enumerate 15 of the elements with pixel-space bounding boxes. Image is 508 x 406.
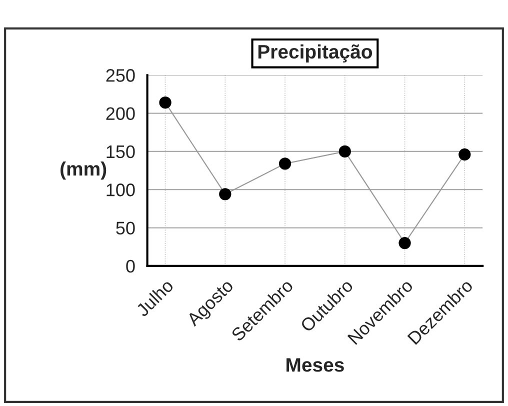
point <box>219 188 232 200</box>
x-axis-title: Meses <box>286 358 344 372</box>
point <box>398 236 411 250</box>
y-axis-title: (mm) <box>60 161 106 180</box>
point <box>338 145 351 158</box>
point <box>159 96 172 109</box>
y-tick-label: 0 <box>126 260 135 273</box>
point <box>278 158 292 170</box>
y-tick-label: 100 <box>106 184 135 196</box>
y-tick-label: 150 <box>106 145 135 158</box>
point <box>458 148 471 161</box>
y-tick-label: 200 <box>106 107 135 120</box>
y-tick-label: 250 <box>106 69 135 82</box>
y-tick-label: 50 <box>116 222 135 234</box>
chart-title: Precipitação <box>258 44 372 62</box>
